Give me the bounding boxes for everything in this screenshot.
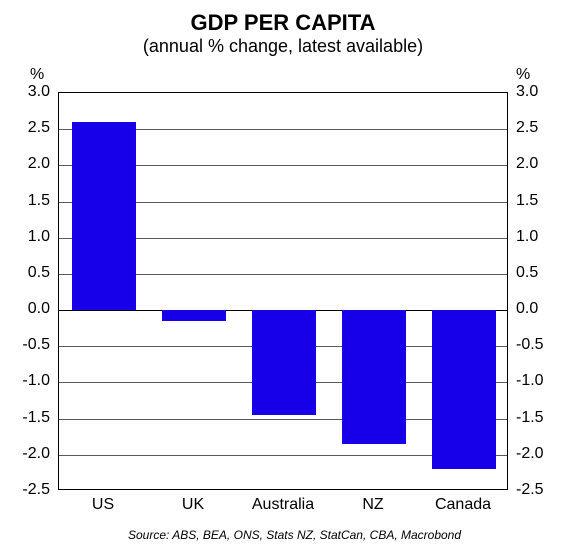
x-axis-label: Australia [252,496,314,514]
chart-subtitle: (annual % change, latest available) [0,36,566,57]
y-tick-right: -2.0 [516,445,544,463]
y-tick-left: 3.0 [0,83,50,101]
y-tick-left: 0.0 [0,300,50,318]
y-tick-right: -1.5 [516,409,544,427]
y-tick-right: 0.5 [516,264,538,282]
plot-bottom-border [59,489,507,490]
y-tick-right: 1.0 [516,228,538,246]
y-axis-unit-left: % [30,66,44,84]
x-axis-label: Canada [435,496,491,514]
y-tick-right: 3.0 [516,83,538,101]
bar [342,310,407,444]
bar [252,310,317,415]
chart-source: Source: ABS, BEA, ONS, Stats NZ, StatCan… [128,528,461,542]
y-tick-left: -2.5 [0,481,50,499]
x-axis-label: NZ [362,496,383,514]
bar [162,310,227,321]
x-axis-label: US [92,496,114,514]
y-tick-right: 0.0 [516,300,538,318]
bar [432,310,497,469]
y-tick-left: 2.5 [0,119,50,137]
chart-title: GDP PER CAPITA [0,10,566,36]
y-tick-right: 2.5 [516,119,538,137]
y-tick-left: 1.5 [0,192,50,210]
y-tick-left: 2.0 [0,155,50,173]
y-tick-left: 1.0 [0,228,50,246]
y-tick-right: 1.5 [516,192,538,210]
y-tick-right: -1.0 [516,372,544,390]
y-tick-left: -2.0 [0,445,50,463]
y-tick-right: 2.0 [516,155,538,173]
y-tick-left: -1.5 [0,409,50,427]
y-tick-right: -2.5 [516,481,544,499]
x-axis-label: UK [182,496,204,514]
y-tick-left: -1.0 [0,372,50,390]
plot-area [58,92,508,490]
bar [72,122,137,310]
y-tick-left: -0.5 [0,336,50,354]
y-tick-left: 0.5 [0,264,50,282]
y-tick-right: -0.5 [516,336,544,354]
y-axis-unit-right: % [516,66,530,84]
